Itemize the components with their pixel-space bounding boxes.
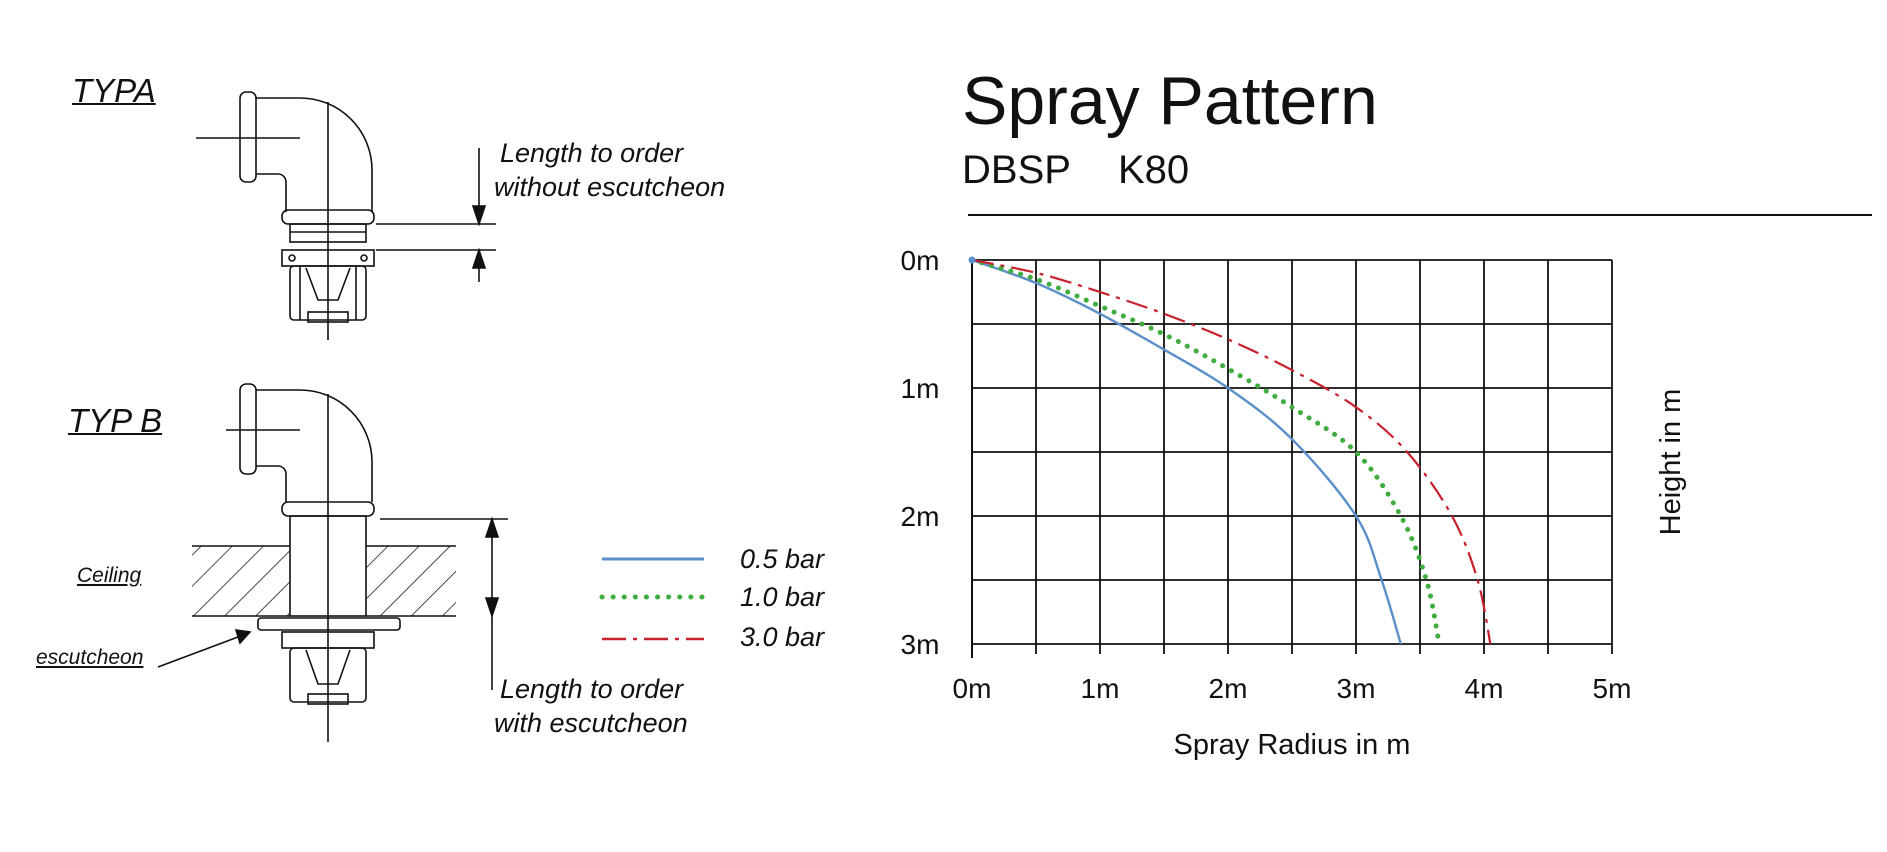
spray-pattern-chart: 0m 1m 2m 3m 4m 5m 0m 1m 2m 3m Spray Radius in m Hei…: [901, 245, 1687, 761]
legend-label-3.0bar: 3.0 bar: [740, 622, 825, 652]
x-tick-label: 0m: [953, 673, 992, 704]
x-tick-label: 1m: [1081, 673, 1120, 704]
y-tick-label: 2m: [901, 501, 940, 532]
x-tick-label: 3m: [1337, 673, 1376, 704]
sprinkler-drawing: [157, 91, 707, 742]
series-line-3.0-bar: [971, 258, 1492, 645]
chart-title: Spray Pattern: [962, 63, 1378, 139]
y-tick-label: 3m: [901, 629, 940, 660]
length-with-label-1: Length to order: [500, 674, 684, 704]
x-tick-label: 2m: [1209, 673, 1248, 704]
series-line-0.5-bar: [971, 258, 1402, 645]
legend-label-0.5bar: 0.5 bar: [740, 544, 825, 574]
model-label: DBSP: [962, 148, 1071, 192]
length-with-label-2: with escutcheon: [494, 708, 688, 738]
length-without-label-2: without escutcheon: [494, 172, 726, 202]
legend-label-1.0bar: 1.0 bar: [740, 582, 825, 612]
y-tick-label: 0m: [901, 245, 940, 276]
chart-legend: [599, 557, 707, 641]
typ-a-label: TYPA: [72, 72, 156, 109]
x-tick-label: 5m: [1593, 673, 1632, 704]
header-rule: [968, 214, 1872, 216]
escutcheon-label: escutcheon: [36, 646, 144, 669]
series-line-1.0-bar: [969, 257, 1442, 647]
y-axis-label: Height in m: [1655, 389, 1687, 536]
length-without-label-1: Length to order: [500, 138, 684, 168]
y-tick-label: 1m: [901, 373, 940, 404]
typ-a-fitting: [196, 91, 496, 340]
x-axis-label: Spray Radius in m: [1174, 729, 1411, 761]
typ-b-label: TYP B: [68, 402, 163, 439]
ceiling-label: Ceiling: [77, 564, 142, 587]
typ-b-fitting: [157, 383, 508, 742]
k-factor-label: K80: [1118, 148, 1190, 192]
x-tick-label: 4m: [1465, 673, 1504, 704]
origin-point: [968, 256, 976, 264]
